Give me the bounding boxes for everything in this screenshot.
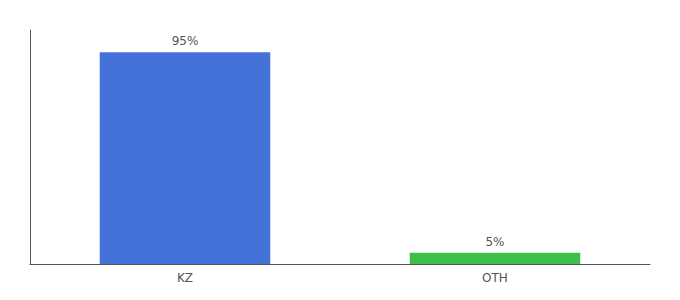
svg-text:KZ: KZ xyxy=(177,271,193,285)
svg-text:5%: 5% xyxy=(485,235,504,249)
svg-text:95%: 95% xyxy=(172,34,199,48)
svg-text:OTH: OTH xyxy=(482,271,508,285)
